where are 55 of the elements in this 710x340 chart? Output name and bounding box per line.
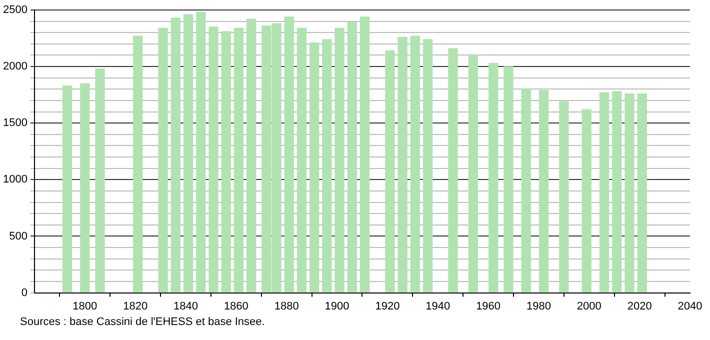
x-tick-label: 1800 — [72, 300, 98, 312]
x-tick-label: 1940 — [426, 300, 450, 312]
y-tick-label: 1500 — [2, 117, 28, 130]
y-tick-label: 2500 — [2, 4, 28, 16]
y-tick-label: 1000 — [2, 174, 28, 186]
bar — [347, 22, 357, 293]
x-tick-label: 1900 — [324, 300, 350, 312]
bar — [360, 16, 370, 293]
bar — [410, 36, 420, 293]
x-tick-label: 1840 — [174, 300, 198, 312]
source-note: Sources : base Cassini de l'EHESS et base Insee. — [20, 316, 266, 328]
bar — [284, 16, 294, 293]
y-tick-label: 500 — [9, 230, 28, 242]
bar — [559, 101, 569, 293]
x-tick-label: 1920 — [375, 300, 400, 312]
bar — [385, 50, 395, 293]
x-tick-label: 2000 — [576, 300, 602, 312]
x-tick-label: 1860 — [224, 300, 248, 312]
bar — [208, 26, 218, 293]
bar — [183, 14, 194, 293]
bar — [296, 28, 307, 293]
bar — [398, 36, 408, 293]
bar — [221, 31, 231, 293]
x-tick-label: 2020 — [627, 300, 652, 312]
y-tick-label: 0 — [21, 286, 28, 299]
bar — [468, 54, 478, 293]
bar — [488, 62, 498, 293]
bar — [624, 93, 634, 293]
bar — [538, 90, 549, 293]
bar — [158, 28, 168, 293]
bar — [599, 92, 610, 293]
bar — [95, 68, 105, 293]
bar — [504, 66, 514, 293]
x-tick-label: 2040 — [678, 300, 702, 312]
x-tick-label: 1820 — [123, 300, 148, 312]
bar — [422, 39, 433, 293]
y-tick-label: 2000 — [2, 60, 28, 73]
x-tick-label: 1980 — [526, 300, 551, 312]
bar — [62, 85, 72, 293]
bar — [612, 91, 622, 293]
bar — [637, 93, 647, 293]
bar — [196, 12, 206, 293]
bar — [246, 18, 256, 293]
bar — [80, 83, 90, 293]
x-tick-label: 1880 — [274, 300, 299, 312]
bar — [582, 109, 592, 293]
bar — [521, 88, 531, 293]
bar — [322, 39, 332, 293]
x-tick-label: 1960 — [476, 300, 501, 312]
bar — [310, 42, 320, 293]
bar — [334, 28, 344, 293]
bar — [170, 18, 180, 293]
bar — [133, 36, 143, 293]
bar — [234, 28, 244, 293]
bar — [448, 48, 458, 293]
